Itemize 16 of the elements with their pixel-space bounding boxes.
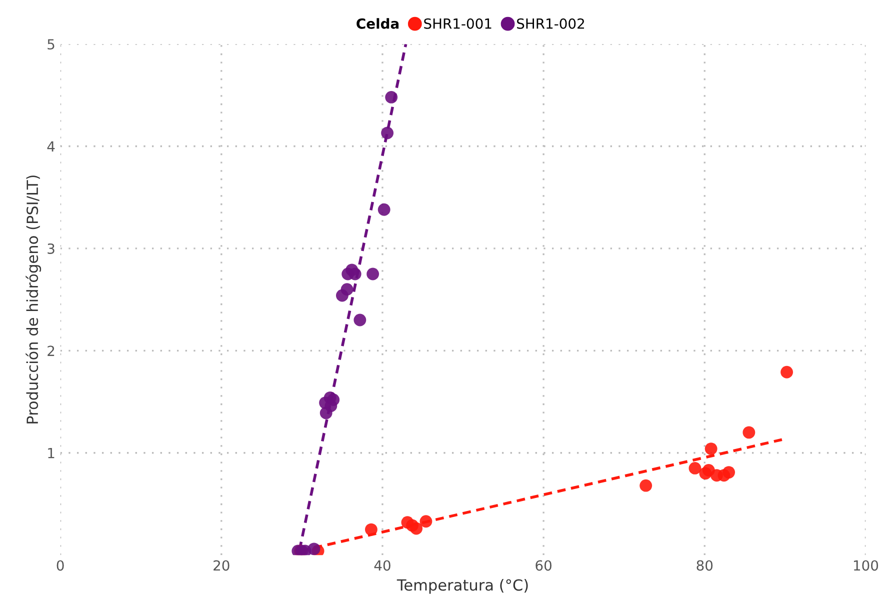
x-tick-label: 80: [696, 560, 713, 571]
x-tick-label: 40: [374, 560, 390, 571]
y-tick-label: 2: [48, 346, 54, 356]
y-tick-label: 5: [48, 39, 54, 50]
y-tick-label: 4: [47, 141, 55, 152]
y-tick-label: 3: [48, 243, 54, 254]
legend-label: SHR1-001: [424, 18, 492, 29]
legend-title: Celda: [356, 18, 399, 29]
x-tick-label: 100: [854, 560, 878, 571]
legend-label: SHR1-002: [517, 18, 584, 29]
x-tick-label: 60: [536, 560, 552, 571]
x-axis-title: Temperatura (°C): [396, 578, 528, 594]
y-axis-title: Producción de hidrógeno (PSI/LT): [26, 176, 42, 424]
x-tick-label: 0: [56, 560, 64, 571]
x-tick-label: 20: [214, 560, 230, 571]
y-tick-label: 1: [48, 448, 54, 458]
